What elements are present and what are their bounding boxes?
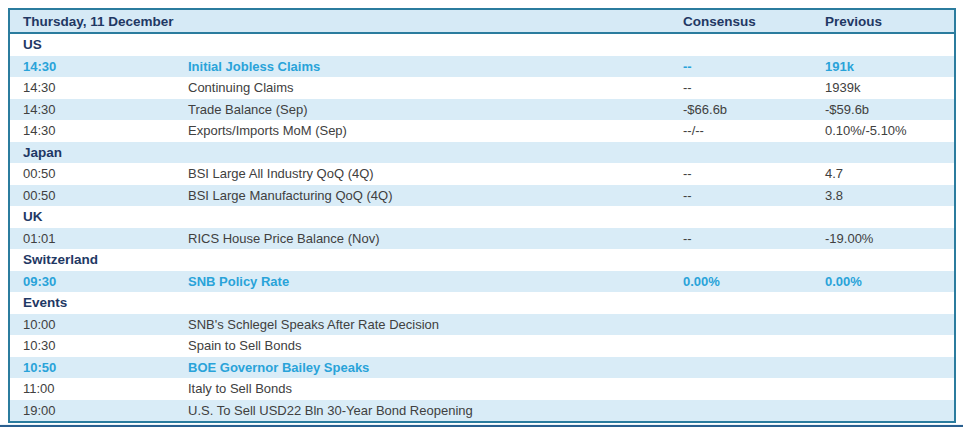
section-label: UK — [23, 209, 954, 224]
economic-calendar-table: Thursday, 11 December Consensus Previous… — [8, 8, 956, 423]
event-name: U.S. To Sell USD22 Bln 30-Year Bond Reop… — [188, 403, 683, 418]
section-label: Japan — [23, 145, 954, 160]
event-consensus-value: -- — [683, 188, 825, 203]
event-consensus-value: -- — [683, 80, 825, 95]
previous-column-header: Previous — [825, 14, 954, 29]
section-label: Events — [23, 295, 954, 310]
event-time: 00:50 — [23, 166, 188, 181]
event-row: 10:00 SNB's Schlegel Speaks After Rate D… — [10, 314, 954, 336]
event-name: Initial Jobless Claims — [188, 59, 683, 74]
event-previous-value: 0.00% — [825, 274, 954, 289]
event-name: Trade Balance (Sep) — [188, 102, 683, 117]
event-row: 19:00 U.S. To Sell USD22 Bln 30-Year Bon… — [10, 400, 954, 422]
event-time: 10:30 — [23, 338, 188, 353]
section-label: US — [23, 37, 954, 52]
event-time: 10:50 — [23, 360, 188, 375]
section-header-row: US — [10, 34, 954, 56]
event-previous-value: 4.7 — [825, 166, 954, 181]
event-time: 14:30 — [23, 59, 188, 74]
event-previous-value: 0.10%/-5.10% — [825, 123, 954, 138]
event-row: 00:50 BSI Large Manufacturing QoQ (4Q) -… — [10, 185, 954, 207]
calendar-header-row: Thursday, 11 December Consensus Previous — [10, 10, 954, 34]
event-consensus-value: -$66.6b — [683, 102, 825, 117]
event-row: 14:30 Trade Balance (Sep) -$66.6b -$59.6… — [10, 99, 954, 121]
event-name: RICS House Price Balance (Nov) — [188, 231, 683, 246]
event-name: Continuing Claims — [188, 80, 683, 95]
event-row: 10:50 BOE Governor Bailey Speaks — [10, 357, 954, 379]
section-label: Switzerland — [23, 252, 954, 267]
event-name: Italy to Sell Bonds — [188, 381, 683, 396]
consensus-column-header: Consensus — [683, 14, 825, 29]
event-consensus-value: -- — [683, 166, 825, 181]
event-consensus-value: --/-- — [683, 123, 825, 138]
event-row: 01:01 RICS House Price Balance (Nov) -- … — [10, 228, 954, 250]
section-header-row: UK — [10, 206, 954, 228]
section-header-row: Japan — [10, 142, 954, 164]
event-consensus-value: -- — [683, 59, 825, 74]
event-time: 00:50 — [23, 188, 188, 203]
event-name: BOE Governor Bailey Speaks — [188, 360, 683, 375]
event-previous-value: 3.8 — [825, 188, 954, 203]
event-time: 14:30 — [23, 102, 188, 117]
bottom-divider-rule — [0, 424, 963, 427]
event-name: SNB Policy Rate — [188, 274, 683, 289]
event-row: 14:30 Initial Jobless Claims -- 191k — [10, 56, 954, 78]
event-name: Spain to Sell Bonds — [188, 338, 683, 353]
calendar-rows: US 14:30 Initial Jobless Claims -- 191k … — [10, 34, 954, 421]
event-name: BSI Large All Industry QoQ (4Q) — [188, 166, 683, 181]
event-time: 14:30 — [23, 80, 188, 95]
event-row: 00:50 BSI Large All Industry QoQ (4Q) --… — [10, 163, 954, 185]
event-time: 11:00 — [23, 381, 188, 396]
event-row: 14:30 Exports/Imports MoM (Sep) --/-- 0.… — [10, 120, 954, 142]
event-previous-value: 1939k — [825, 80, 954, 95]
event-time: 10:00 — [23, 317, 188, 332]
page-background: { "header": { "title": "Thursday, 11 Dec… — [0, 0, 963, 432]
event-time: 01:01 — [23, 231, 188, 246]
section-header-row: Events — [10, 292, 954, 314]
event-name: BSI Large Manufacturing QoQ (4Q) — [188, 188, 683, 203]
event-name: SNB's Schlegel Speaks After Rate Decisio… — [188, 317, 683, 332]
event-time: 19:00 — [23, 403, 188, 418]
event-consensus-value: -- — [683, 231, 825, 246]
event-row: 10:30 Spain to Sell Bonds — [10, 335, 954, 357]
event-previous-value: 191k — [825, 59, 954, 74]
event-time: 09:30 — [23, 274, 188, 289]
event-row: 14:30 Continuing Claims -- 1939k — [10, 77, 954, 99]
section-header-row: Switzerland — [10, 249, 954, 271]
event-previous-value: -19.00% — [825, 231, 954, 246]
event-row: 09:30 SNB Policy Rate 0.00% 0.00% — [10, 271, 954, 293]
event-row: 11:00 Italy to Sell Bonds — [10, 378, 954, 400]
event-previous-value: -$59.6b — [825, 102, 954, 117]
event-consensus-value: 0.00% — [683, 274, 825, 289]
calendar-date-title: Thursday, 11 December — [23, 14, 683, 29]
event-name: Exports/Imports MoM (Sep) — [188, 123, 683, 138]
event-time: 14:30 — [23, 123, 188, 138]
